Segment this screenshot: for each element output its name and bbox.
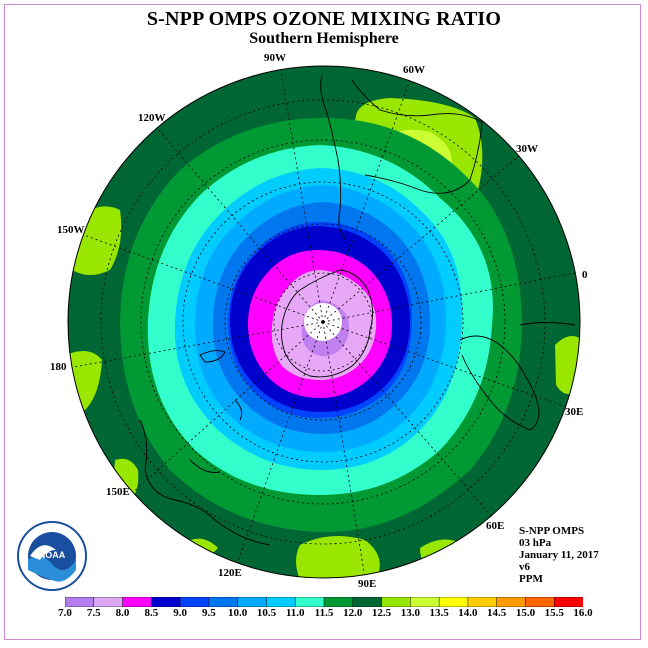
coastline-antarctica	[281, 269, 373, 378]
coastline-australia	[139, 419, 271, 546]
colorbar-tick-label: 10.5	[256, 607, 277, 619]
colorbar-segment	[266, 597, 296, 607]
colorbar-tick-label: 10.0	[228, 607, 248, 619]
longitude-labels: 90W 60W 120W 30W 150W 0 180 30E 150E 60E…	[50, 52, 588, 590]
colorbar-tick-label: 7.0	[58, 607, 72, 619]
coastline-island	[234, 399, 243, 421]
colorbar-segment	[65, 597, 95, 607]
colorbar-tick-label: 15.0	[515, 607, 536, 619]
coastline-africa	[459, 335, 540, 431]
colorbar	[65, 597, 583, 607]
contour-lime-patch-5	[296, 536, 380, 578]
colorbar-segment	[496, 597, 527, 607]
colorbar-tick-label: 13.5	[429, 607, 449, 619]
figure-frame	[4, 4, 641, 640]
coastlines	[139, 74, 576, 546]
map-subtitle: Southern Hemisphere	[249, 30, 399, 47]
colorbar-segment	[208, 597, 239, 607]
colorbar-tick-label: 14.0	[458, 607, 478, 619]
colorbar-tick-label: 12.0	[343, 607, 363, 619]
colorbar-segment	[151, 597, 181, 607]
lon-label-180: 180	[50, 361, 67, 373]
lon-label-120e: 120E	[218, 567, 242, 579]
ozone-field	[68, 66, 580, 578]
colorbar-tick-label: 8.0	[115, 607, 130, 619]
colorbar-segment	[294, 597, 325, 607]
colorbar-segment	[179, 597, 210, 607]
lon-label-30w: 30W	[516, 143, 538, 155]
coastline-new-zealand	[199, 350, 226, 363]
colorbar-segment	[410, 597, 440, 607]
globe-border	[67, 65, 581, 579]
colorbar-segment	[93, 597, 124, 607]
lon-label-90e: 90E	[358, 578, 376, 590]
colorbar-tick-label: 11.5	[314, 607, 334, 619]
lon-label-60w: 60W	[403, 64, 425, 76]
colorbar-segment	[381, 597, 412, 607]
map-title: S-NPP OMPS OZONE MIXING RATIO	[146, 8, 502, 30]
colorbar-segment	[237, 597, 268, 607]
lon-label-0: 0	[582, 269, 588, 281]
lon-label-30e: 30E	[565, 406, 583, 418]
colorbar-segment	[323, 597, 354, 607]
longitude-lines	[68, 66, 580, 578]
colorbar-labels: 7.0 7.5 8.0 8.5 9.0 9.5 10.0 10.5 11.0 11.5 12.0 12…	[0, 607, 648, 621]
lon-label-150w: 150W	[57, 224, 85, 236]
info-date: January 11, 2017	[519, 549, 599, 561]
info-instrument: S-NPP OMPS	[519, 525, 585, 537]
info-level: 03 hPa	[519, 537, 552, 549]
colorbar-segment	[438, 597, 469, 607]
lon-label-60e: 60E	[486, 520, 504, 532]
info-units: PPM	[519, 573, 543, 585]
lon-label-120w: 120W	[138, 112, 166, 124]
lon-label-90w: 90W	[264, 52, 286, 64]
colorbar-tick-label: 14.5	[487, 607, 507, 619]
colorbar-tick-label: 12.5	[371, 607, 392, 619]
info-version: v6	[519, 561, 530, 573]
colorbar-segment	[352, 597, 383, 607]
lon-label-150e: 150E	[106, 486, 130, 498]
logo-text: NOAA	[39, 550, 66, 560]
colorbar-tick-label: 7.5	[86, 607, 101, 619]
noaa-logo: NOAA	[17, 521, 87, 591]
colorbar-tick-label: 9.5	[202, 607, 216, 619]
colorbar-tick-label: 11.0	[285, 607, 305, 619]
coastline-south-america	[320, 74, 483, 241]
colorbar-tick-label: 8.5	[144, 607, 159, 619]
colorbar-segment	[122, 597, 153, 607]
colorbar-tick-label: 13.0	[400, 607, 420, 619]
colorbar-segment	[525, 597, 555, 607]
colorbar-tick-label: 15.5	[544, 607, 564, 619]
colorbar-tick-label: 9.0	[173, 607, 187, 619]
colorbar-segment	[467, 597, 498, 607]
coastline-africa-west	[519, 322, 576, 326]
colorbar-tick-label: 16.0	[573, 607, 593, 619]
colorbar-segment	[553, 597, 583, 607]
